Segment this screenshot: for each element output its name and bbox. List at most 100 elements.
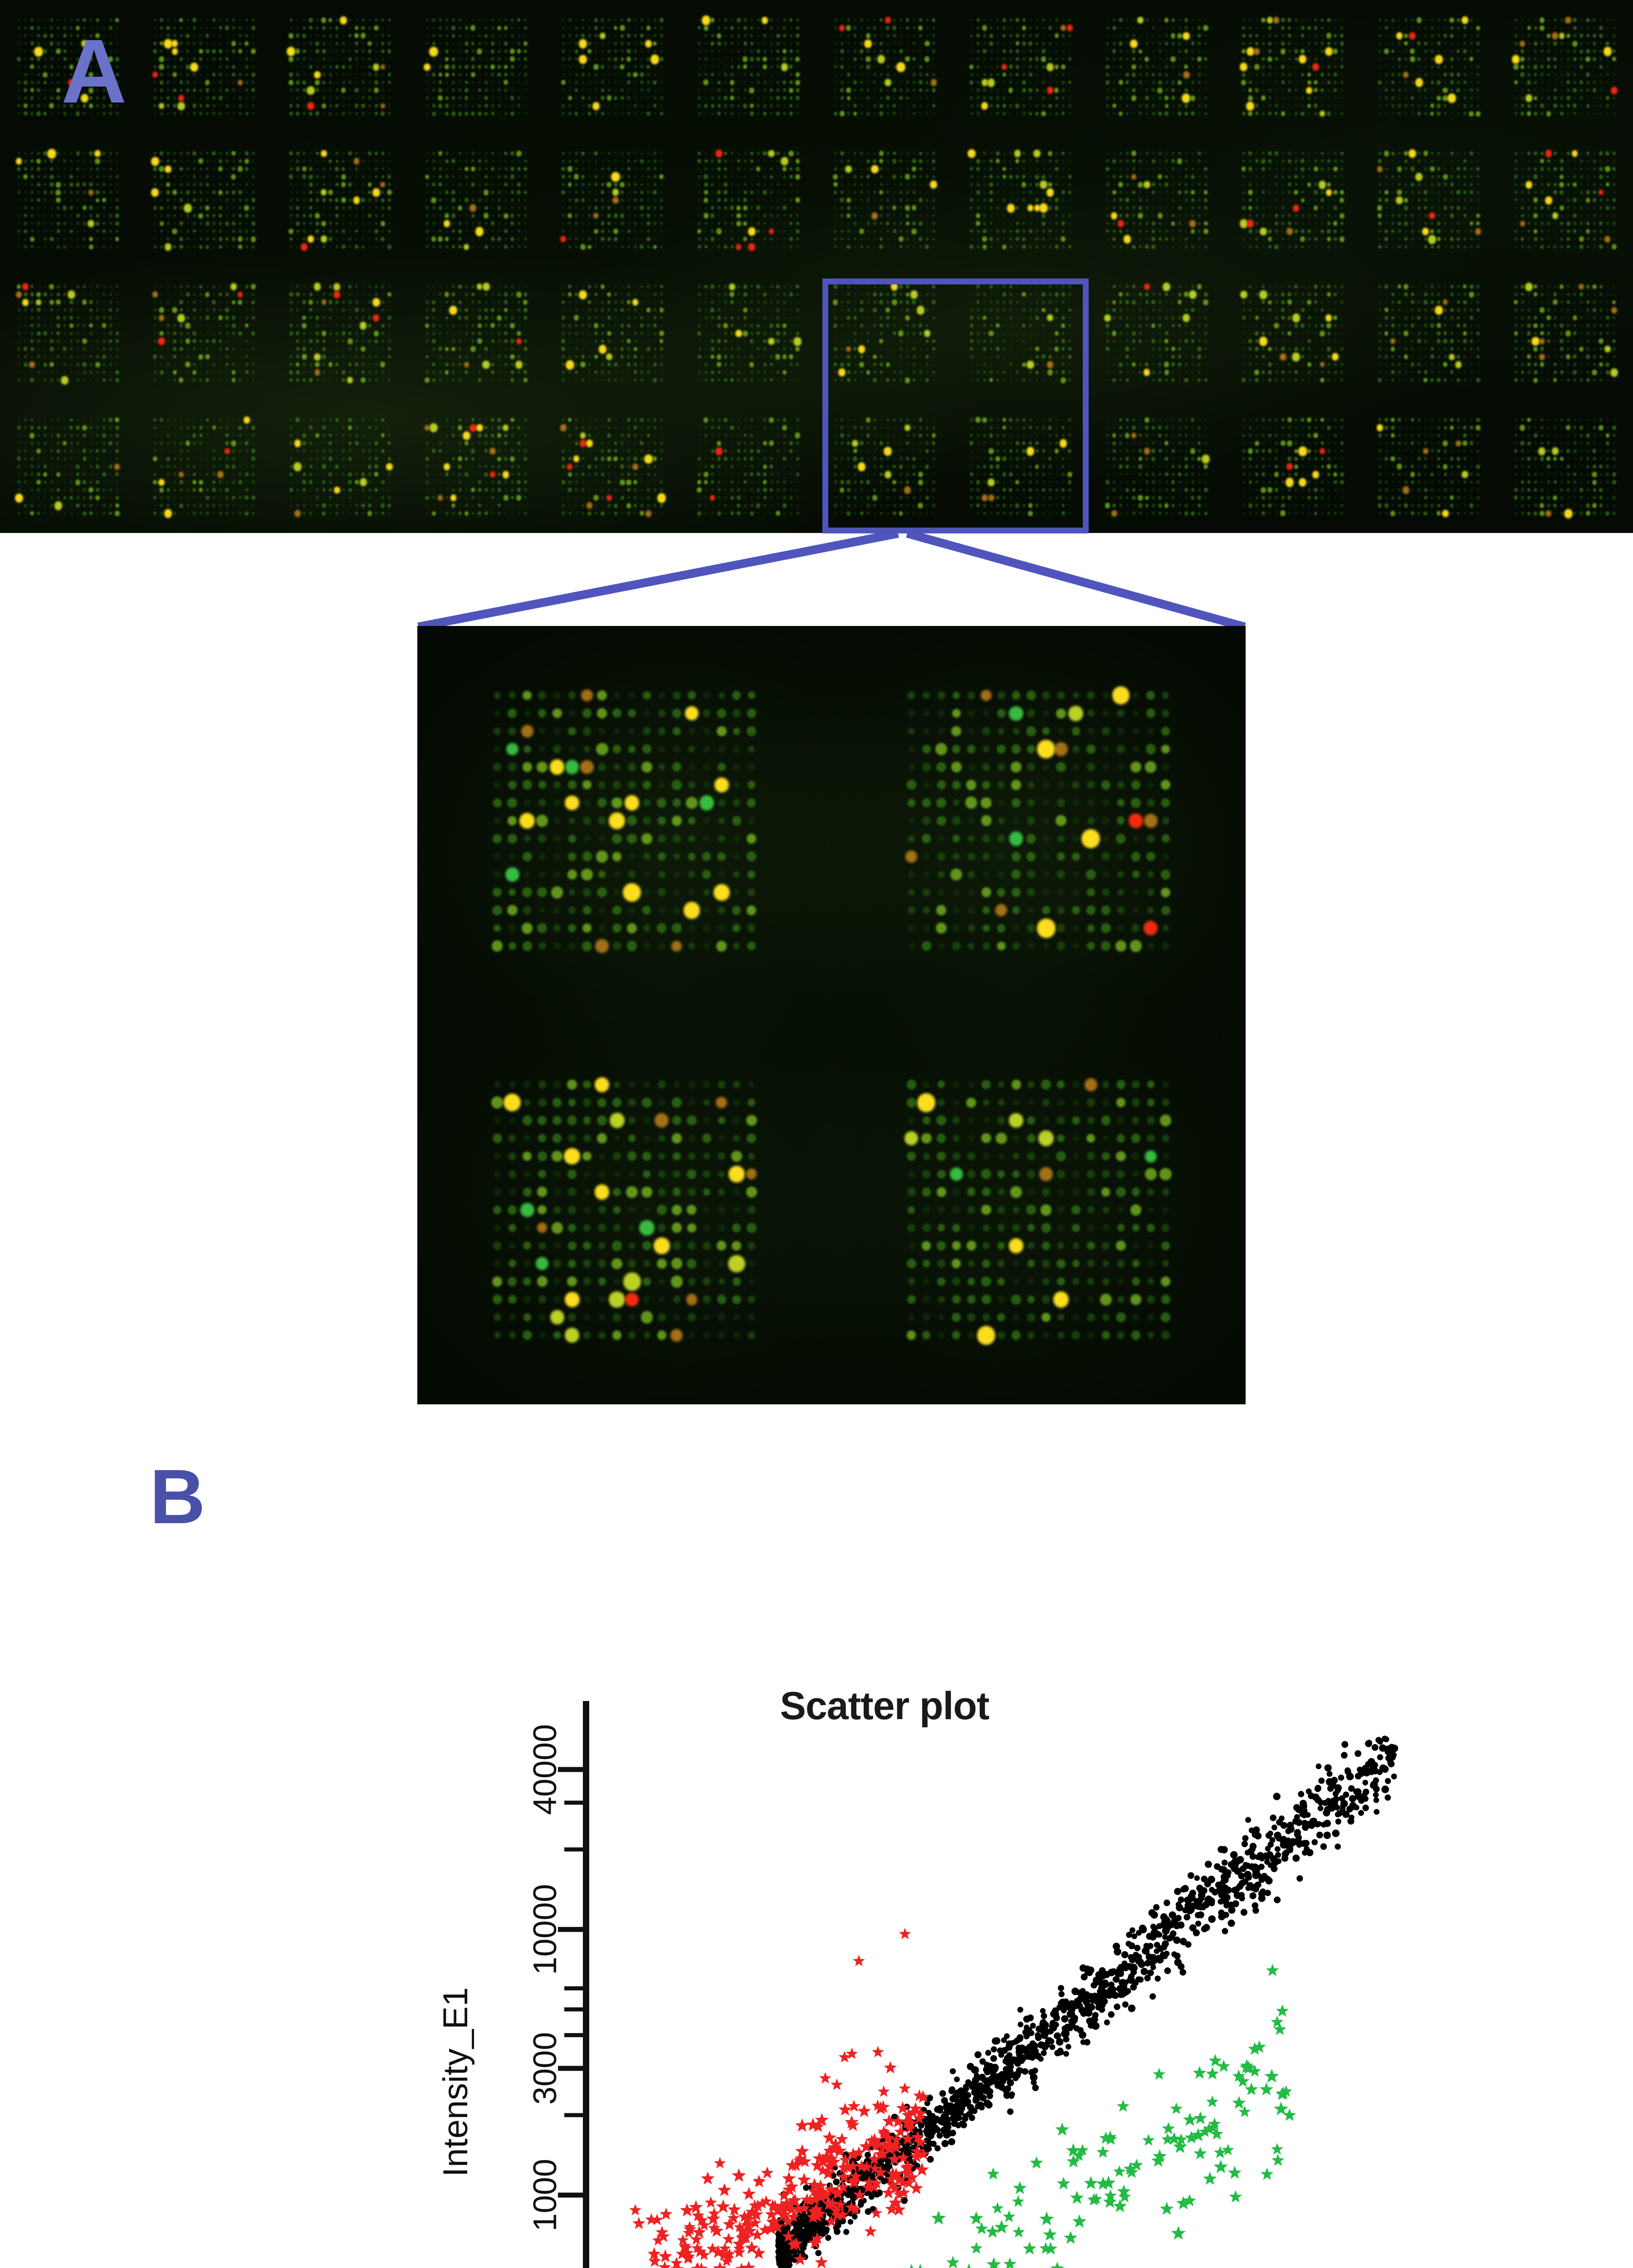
scatter-point-black [1269, 1837, 1275, 1843]
scatter-point-black [1245, 1850, 1251, 1856]
scatter-point-black [833, 2179, 840, 2185]
scatter-point-black [1016, 2045, 1023, 2052]
scatter-point-black [1108, 1982, 1115, 1988]
scatter-point-black [1288, 1846, 1294, 1852]
scatter-point-black [1237, 1856, 1244, 1864]
scatter-point-black [816, 2224, 822, 2229]
scatter-point-green [1003, 2257, 1017, 2268]
scatter-point-black [1354, 1805, 1359, 1810]
scatter-point-black [1377, 1739, 1383, 1745]
scatter-point-black [998, 2052, 1004, 2058]
scatter-point-green [946, 2256, 959, 2268]
scatter-point-black [1050, 2024, 1057, 2032]
scatter-point-black [848, 2219, 853, 2224]
scatter-point-black [1182, 1885, 1189, 1892]
scatter-point-black [1149, 1909, 1156, 1916]
scatter-point-black [1362, 1804, 1369, 1811]
scatter-point-black [1249, 1885, 1256, 1891]
scatter-point-black [783, 2258, 790, 2266]
scatter-point-black [1302, 1824, 1309, 1831]
scatter-point-black [1358, 1810, 1364, 1816]
scatter-point-black [1092, 2022, 1100, 2030]
scatter-point-black [1381, 1785, 1389, 1793]
y-tick-label: 3000 [527, 2032, 563, 2105]
scatter-point-red [853, 1955, 865, 1966]
scatter-point-black [937, 2107, 943, 2113]
scatter-point-black [1084, 1991, 1090, 1997]
scatter-point-black [1001, 2037, 1007, 2043]
scatter-point-red [732, 2168, 746, 2182]
scatter-point-black [1164, 1967, 1171, 1974]
scatter-point-black [1273, 1859, 1279, 1865]
scatter-point-green [1193, 2066, 1207, 2079]
scatter-point-green [1193, 2112, 1207, 2124]
scatter-point-black [824, 2226, 830, 2233]
y-tick-label: 1000 [527, 2159, 563, 2231]
scatter-point-green [1266, 1964, 1279, 1976]
scatter-point-black [1222, 1860, 1228, 1866]
scatter-point-black [1316, 1832, 1323, 1838]
scatter-point-green [1117, 2100, 1129, 2112]
scatter-point-green [1217, 2060, 1230, 2072]
scatter-point-black [1341, 1752, 1348, 1759]
scatter-point-black [962, 2090, 968, 2096]
scatter-point-black [1030, 2073, 1038, 2081]
scatter-point-black [1388, 1760, 1394, 1767]
scatter-point-red [872, 2046, 884, 2057]
scatter-point-black [1007, 2108, 1013, 2115]
scatter-point-black [976, 2084, 983, 2090]
scatter-point-black [1170, 1931, 1176, 1937]
scatter-point-black [1358, 1797, 1364, 1804]
scatter-point-black [1305, 1812, 1310, 1818]
scatter-point-black [1185, 1901, 1191, 1906]
scatter-point-black [1100, 1973, 1106, 1980]
scatter-point-black [1243, 1862, 1249, 1868]
scatter-point-black [1135, 1976, 1141, 1982]
scatter-point-black [1154, 1948, 1160, 1954]
scatter-point-black [1040, 2019, 1047, 2026]
scatter-point-black [1298, 1791, 1304, 1797]
scatter-point-black [777, 2260, 784, 2267]
scatter-point-black [1215, 1882, 1222, 1888]
scatter-point-black [1178, 1897, 1184, 1903]
scatter-point-black [1053, 2014, 1060, 2021]
scatter-point-green [1229, 2190, 1242, 2202]
scatter-point-black [1248, 1863, 1256, 1871]
scatter-point-black [1098, 1981, 1104, 1987]
scatter-point-black [1265, 1877, 1272, 1884]
panel-b-label: B [150, 1458, 205, 1535]
scatter-point-green [1153, 2068, 1166, 2080]
scatter-point-green [1222, 2144, 1234, 2156]
scatter-point-black [1072, 2015, 1078, 2021]
scatter-point-black [1154, 1931, 1161, 1938]
scatter-point-black [1126, 1932, 1132, 1938]
scatter-point-black [1275, 1852, 1281, 1858]
scatter-point-black [1138, 1959, 1144, 1965]
scatter-point-black [820, 2231, 826, 2237]
scatter-point-green [1113, 2165, 1125, 2177]
scatter-point-black [1063, 2051, 1069, 2057]
scatter-point-black [1042, 2027, 1048, 2033]
panel-a: A [0, 0, 1633, 533]
scatter-point-black [1139, 1925, 1146, 1932]
scatter-point-red [705, 2196, 717, 2208]
scatter-point-black [1035, 2034, 1042, 2041]
scatter-point-black [1059, 1991, 1065, 1997]
scatter-point-black [925, 2124, 933, 2131]
scatter-point-black [952, 2093, 958, 2100]
scatter-point-black [984, 2066, 990, 2072]
scatter-point-black [1347, 1818, 1354, 1824]
scatter-point-red [884, 2061, 897, 2073]
scatter-point-black [1354, 1750, 1361, 1757]
scatter-point-green [1039, 2211, 1054, 2225]
selection-box[interactable] [822, 279, 1089, 533]
scatter-point-black [1003, 2066, 1009, 2072]
scatter-point-black [994, 2082, 1001, 2089]
scatter-point-black [1187, 1908, 1193, 1914]
scatter-point-black [1274, 1832, 1281, 1839]
scatter-point-black [1122, 2001, 1129, 2008]
scatter-point-black [1252, 1907, 1259, 1914]
scatter-point-black [1020, 2054, 1027, 2061]
scatter-point-black [1087, 1966, 1094, 1974]
microarray-zoom-inset [417, 626, 1246, 1404]
